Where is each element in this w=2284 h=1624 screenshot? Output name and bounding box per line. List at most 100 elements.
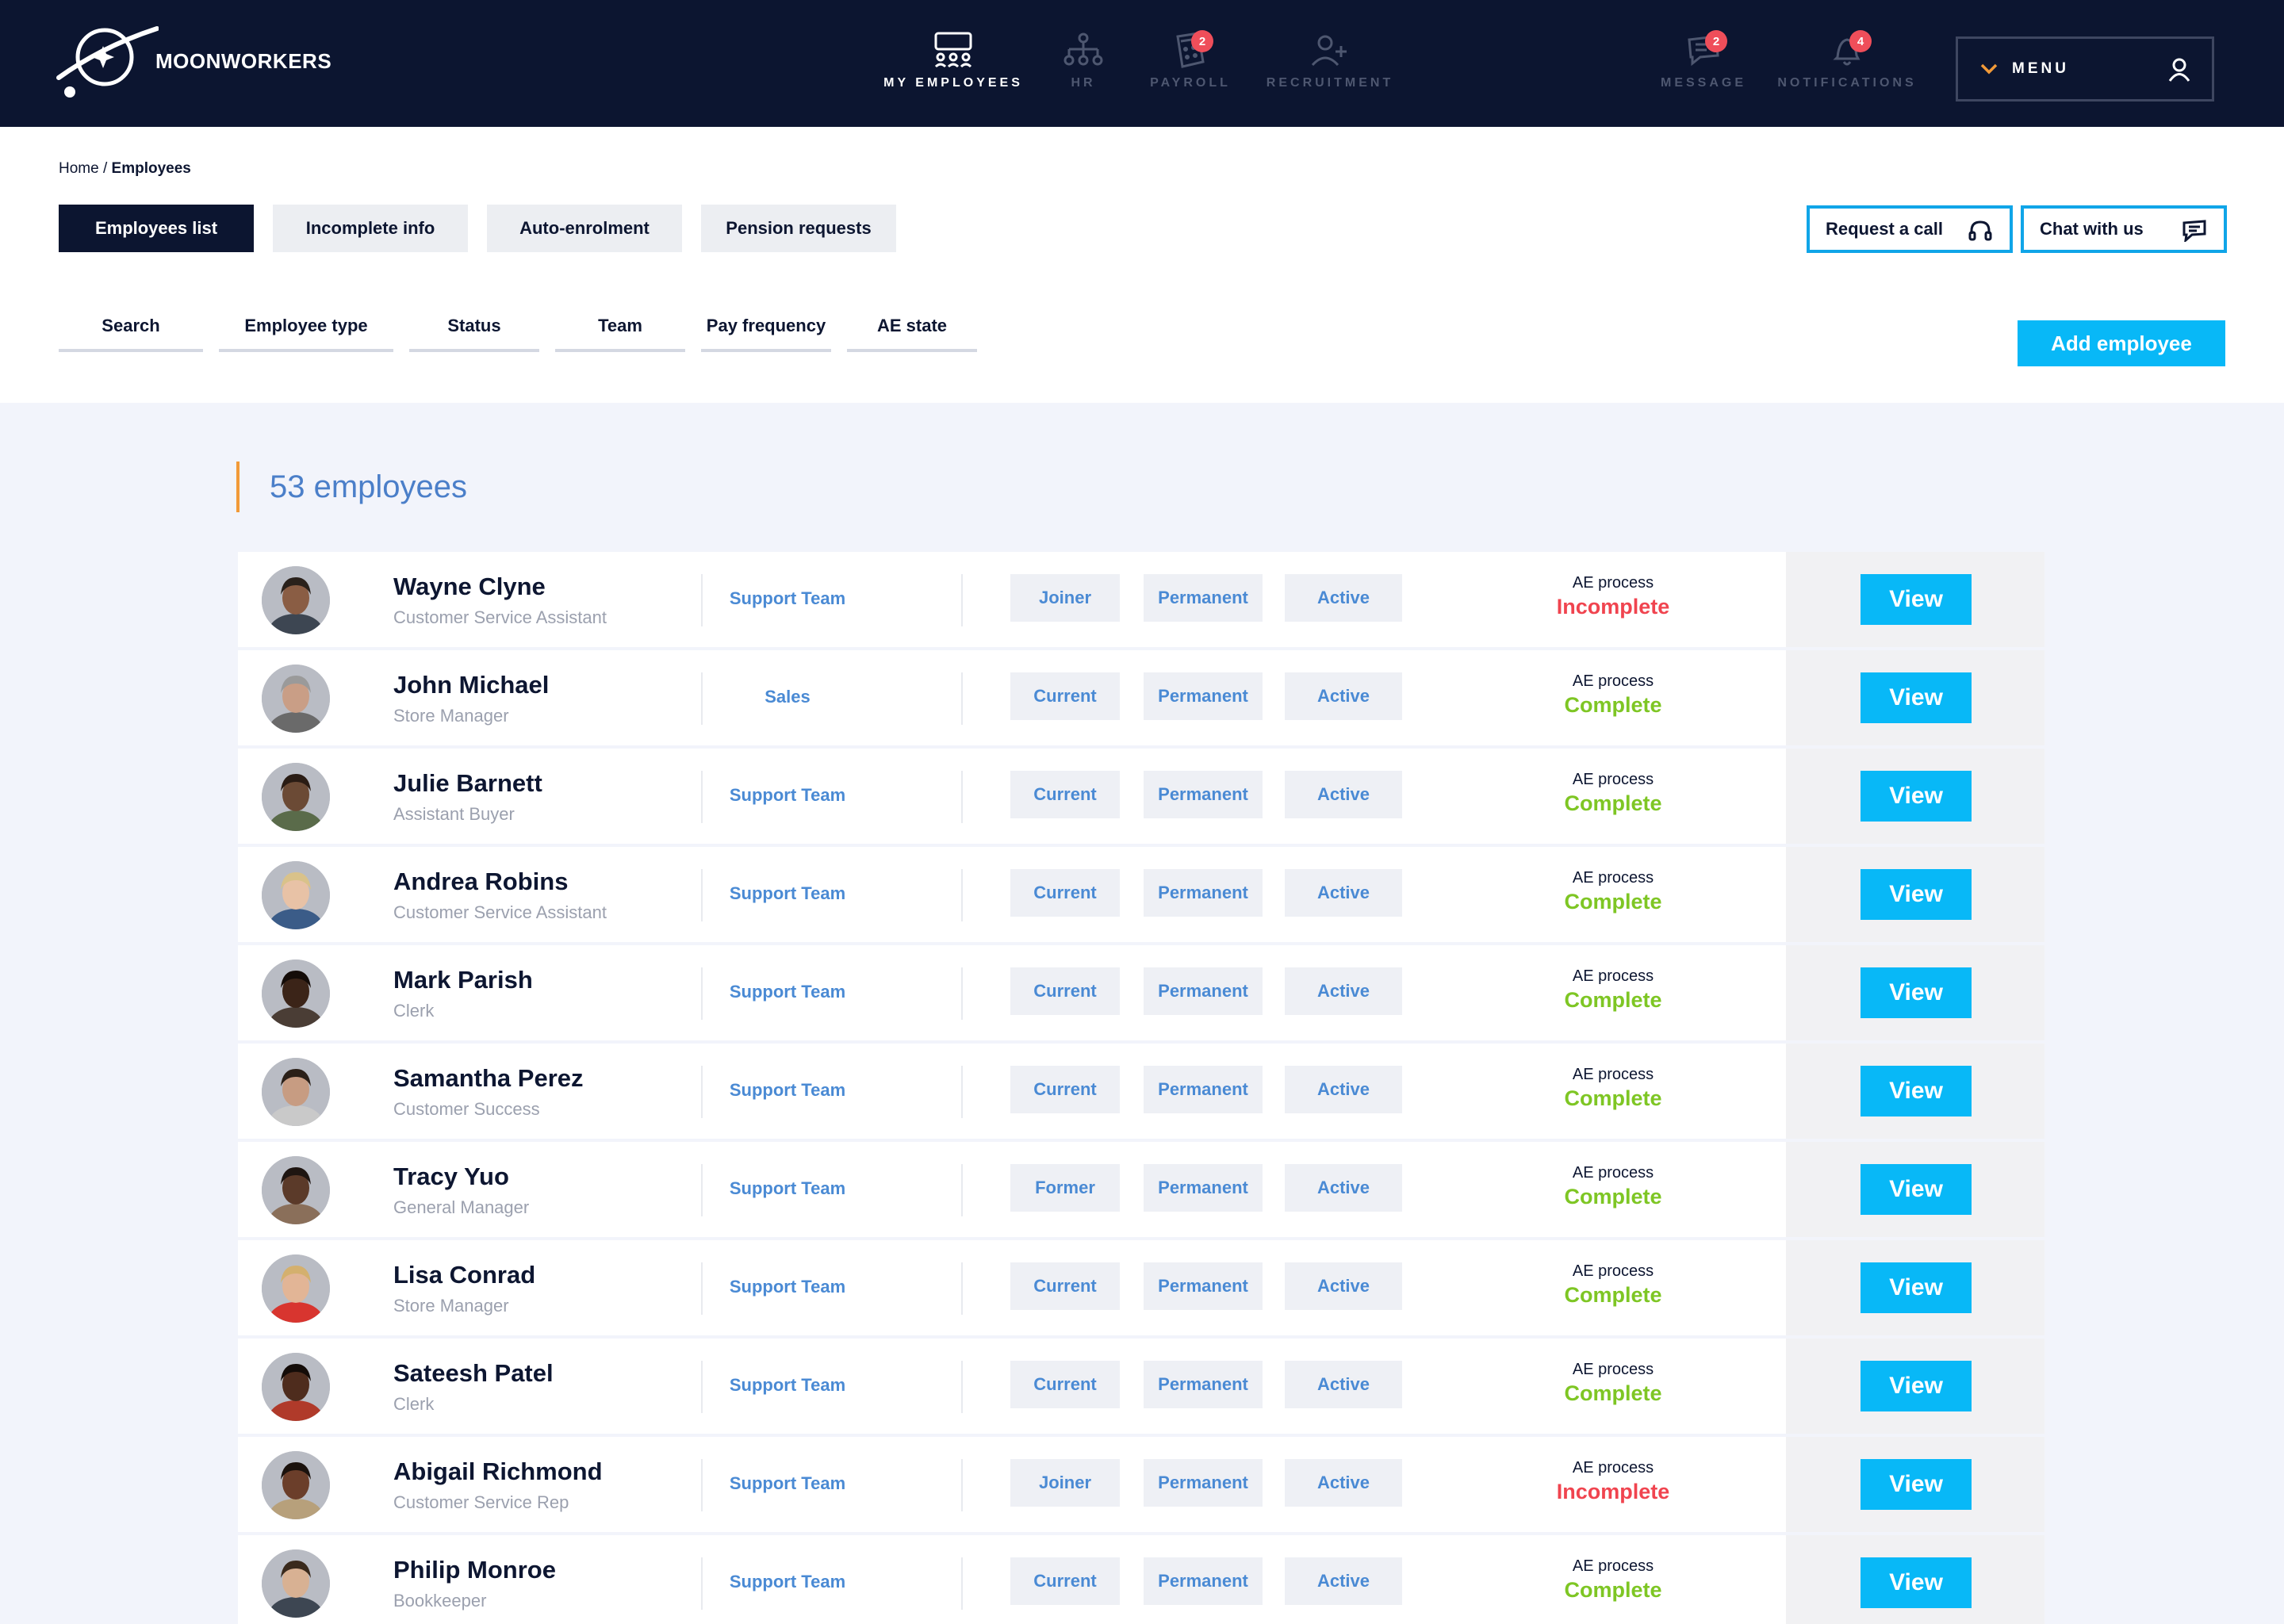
view-button[interactable]: View <box>1861 771 1972 822</box>
view-button[interactable]: View <box>1861 1164 1972 1215</box>
nav-payroll[interactable]: PAYROLL 2 <box>1147 30 1234 103</box>
contract-chip: Permanent <box>1144 771 1263 818</box>
avatar <box>262 959 330 1028</box>
nav-message[interactable]: MESSAGE 2 <box>1659 30 1748 103</box>
employee-role: Clerk <box>393 1394 435 1414</box>
table-row: Mark Parish Clerk Support Team Current Perma… <box>238 945 2044 1040</box>
employee-name[interactable]: Tracy Yuo <box>393 1162 509 1190</box>
tab-pension-requests[interactable]: Pension requests <box>701 205 896 252</box>
filter-ae-state[interactable]: AE state <box>847 316 977 352</box>
org-chart-icon <box>1063 33 1103 66</box>
employee-name[interactable]: Andrea Robins <box>393 868 569 895</box>
contract-chip: Permanent <box>1144 1459 1263 1507</box>
filter-pay-frequency[interactable]: Pay frequency <box>701 316 831 352</box>
employee-name[interactable]: Mark Parish <box>393 966 533 994</box>
view-button[interactable]: View <box>1861 672 1972 723</box>
employee-role: Assistant Buyer <box>393 804 515 824</box>
employee-name[interactable]: Julie Barnett <box>393 769 542 797</box>
employee-name[interactable]: Lisa Conrad <box>393 1261 536 1289</box>
avatar-photo <box>262 1254 330 1323</box>
view-button[interactable]: View <box>1861 1066 1972 1116</box>
column-divider <box>961 967 963 1020</box>
avatar-photo <box>262 1156 330 1224</box>
add-employee-button[interactable]: Add employee <box>2018 320 2225 366</box>
team-label: Support Team <box>729 883 846 903</box>
table-row: Samantha Perez Customer Success Support Te… <box>238 1044 2044 1139</box>
nav-notifications[interactable]: NOTIFICATIONS 4 <box>1776 30 1918 103</box>
status-chip: Active <box>1285 771 1402 818</box>
nav-my-employees[interactable]: MY EMPLOYEES <box>883 32 1020 103</box>
employee-type-chip: Current <box>1010 1557 1120 1605</box>
employee-type-chip: Current <box>1010 771 1120 818</box>
ae-process-label: AE process <box>1572 967 1654 985</box>
ae-process-label: AE process <box>1572 1459 1654 1477</box>
column-divider <box>701 771 703 823</box>
view-button[interactable]: View <box>1861 967 1972 1018</box>
request-call-button[interactable]: Request a call <box>1807 205 2013 253</box>
column-divider <box>961 771 963 823</box>
nav-label: HR <box>1071 76 1096 90</box>
team-label: Support Team <box>729 1375 846 1395</box>
employee-role: Clerk <box>393 1001 435 1021</box>
nav-recruitment[interactable]: RECRUITMENT <box>1261 32 1399 103</box>
nav-hr[interactable]: HR <box>1044 32 1123 103</box>
tab-incomplete-info[interactable]: Incomplete info <box>273 205 468 252</box>
ae-process-status: Incomplete <box>1556 595 1670 619</box>
ae-process-status: Complete <box>1564 693 1662 717</box>
employee-name[interactable]: Sateesh Patel <box>393 1359 554 1387</box>
chat-button[interactable]: Chat with us <box>2021 205 2227 253</box>
moonworkers-logo[interactable] <box>56 22 159 102</box>
view-button[interactable]: View <box>1861 1459 1972 1510</box>
avatar-photo <box>262 566 330 634</box>
ae-process-status: Complete <box>1564 1086 1662 1110</box>
ae-process-label: AE process <box>1572 672 1654 690</box>
column-divider <box>701 967 703 1020</box>
ae-process-status: Complete <box>1564 988 1662 1012</box>
view-button[interactable]: View <box>1861 574 1972 625</box>
employee-name[interactable]: Wayne Clyne <box>393 573 546 600</box>
status-chip: Active <box>1285 1459 1402 1507</box>
employee-name[interactable]: Philip Monroe <box>393 1556 556 1584</box>
column-divider <box>961 1066 963 1118</box>
ae-process-label: AE process <box>1572 1066 1654 1083</box>
avatar <box>262 1451 330 1519</box>
ae-process-status: Complete <box>1564 1381 1662 1405</box>
column-divider <box>961 1459 963 1511</box>
filter-status[interactable]: Status <box>409 316 539 352</box>
employee-role: Bookkeeper <box>393 1591 487 1611</box>
breadcrumb-home[interactable]: Home <box>59 160 99 177</box>
status-chip: Active <box>1285 967 1402 1015</box>
nav-label: PAYROLL <box>1150 76 1231 90</box>
ae-process-status: Complete <box>1564 1185 1662 1208</box>
status-chip: Active <box>1285 1262 1402 1310</box>
status-chip: Active <box>1285 672 1402 720</box>
view-button[interactable]: View <box>1861 869 1972 920</box>
team-label: Support Team <box>729 1178 846 1198</box>
team-label: Support Team <box>729 1473 846 1493</box>
status-chip: Active <box>1285 869 1402 917</box>
status-chip: Active <box>1285 1557 1402 1605</box>
avatar <box>262 1156 330 1224</box>
column-divider <box>701 1262 703 1315</box>
employee-name[interactable]: John Michael <box>393 671 550 699</box>
menu-button[interactable]: MENU <box>1956 36 2214 102</box>
employee-name[interactable]: Samantha Perez <box>393 1064 584 1092</box>
employee-type-chip: Current <box>1010 672 1120 720</box>
tab-employees-list[interactable]: Employees list <box>59 205 254 252</box>
filter-employee-type[interactable]: Employee type <box>219 316 393 352</box>
table-row: Julie Barnett Assistant Buyer Support Team… <box>238 749 2044 844</box>
message-badge: 2 <box>1705 30 1727 52</box>
table-row: John Michael Store Manager Sales Current Per… <box>238 650 2044 745</box>
tab-auto-enrolment[interactable]: Auto-enrolment <box>487 205 682 252</box>
view-button[interactable]: View <box>1861 1361 1972 1411</box>
payroll-badge: 2 <box>1191 30 1213 52</box>
view-button[interactable]: View <box>1861 1262 1972 1313</box>
view-button[interactable]: View <box>1861 1557 1972 1608</box>
filter-search[interactable]: Search <box>59 316 203 352</box>
employee-type-chip: Current <box>1010 1262 1120 1310</box>
contract-chip: Permanent <box>1144 574 1263 622</box>
ae-process-status: Complete <box>1564 1283 1662 1307</box>
contract-chip: Permanent <box>1144 672 1263 720</box>
filter-team[interactable]: Team <box>555 316 685 352</box>
employee-name[interactable]: Abigail Richmond <box>393 1457 603 1485</box>
